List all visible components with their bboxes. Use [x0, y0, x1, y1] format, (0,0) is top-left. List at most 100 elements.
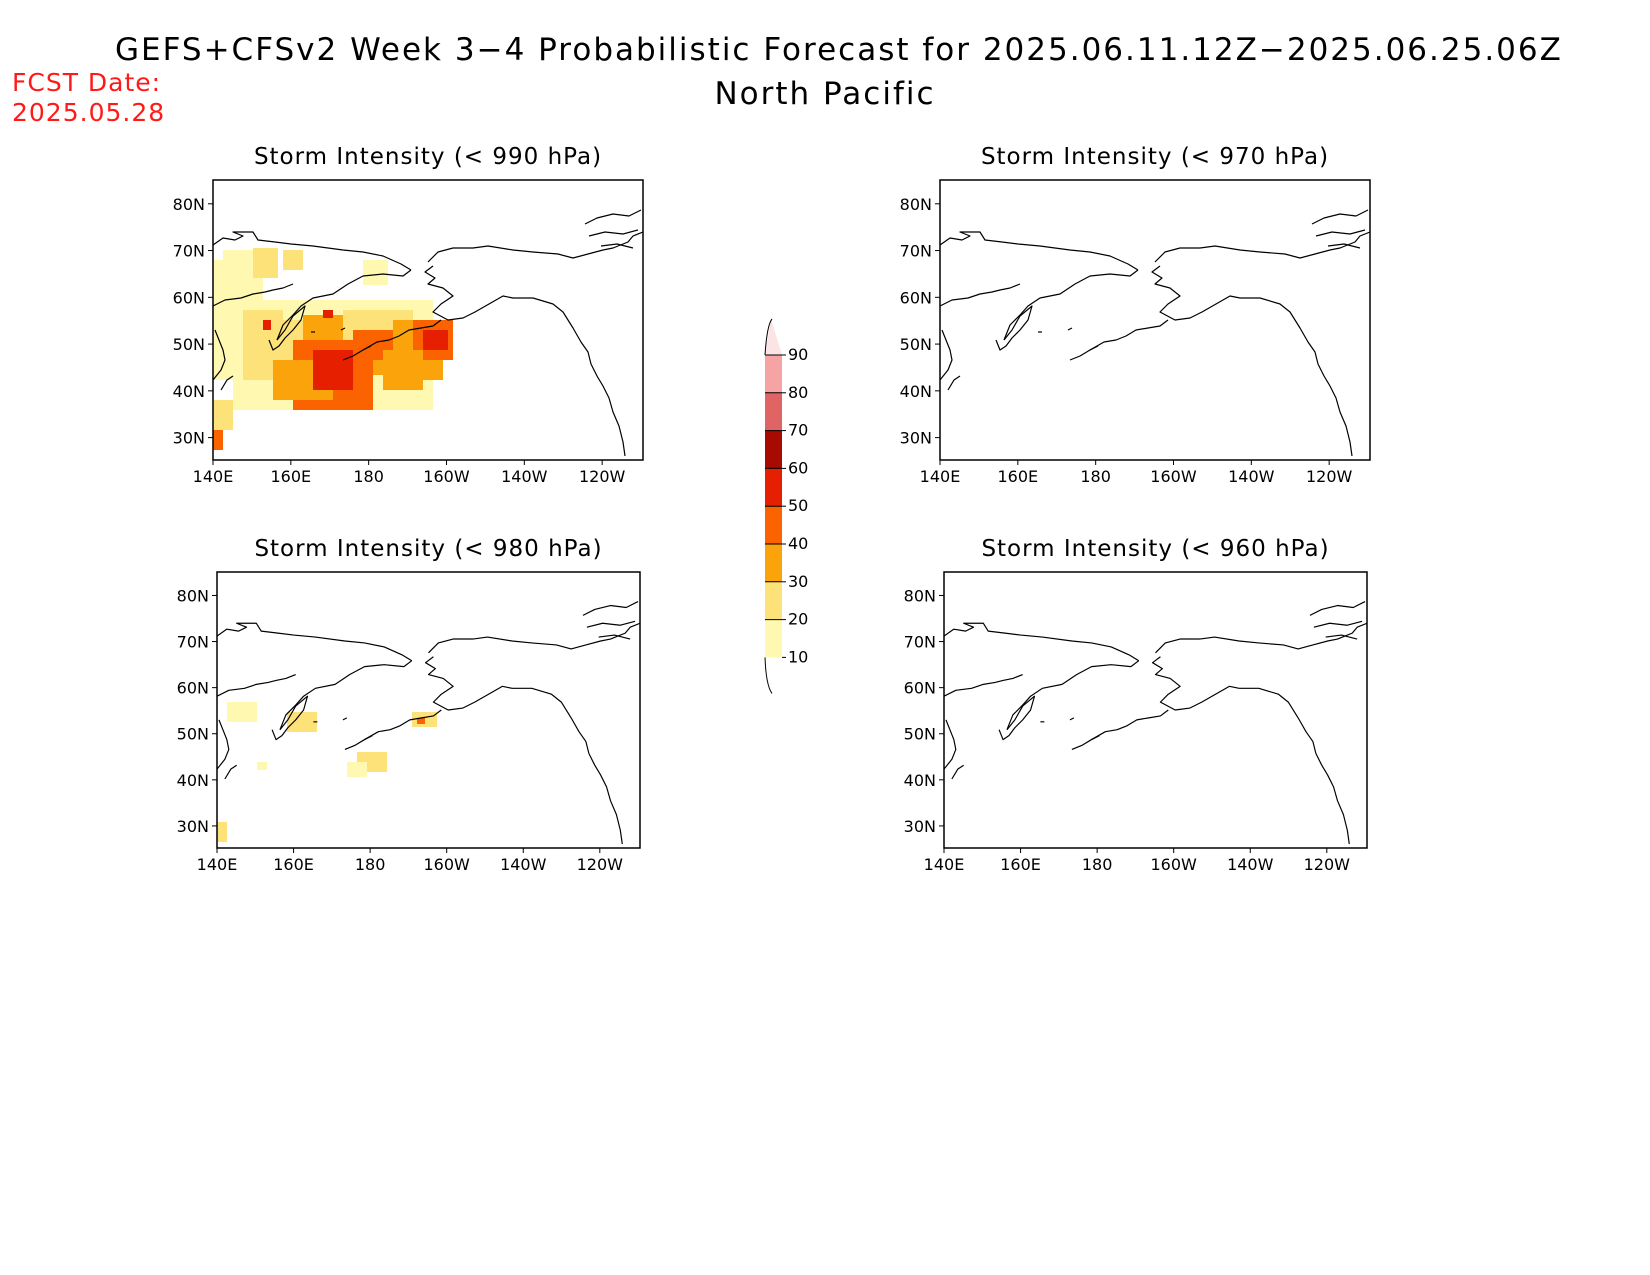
lon-tick-label: 180: [1082, 855, 1113, 874]
lat-tick-label: 40N: [900, 382, 932, 401]
map-frame: [216, 571, 641, 849]
colorbar-label: 20: [788, 610, 808, 629]
colorbar-label: 10: [788, 647, 808, 666]
fcst-date-value: 2025.05.28: [12, 98, 166, 127]
colorbar-swatch: [765, 392, 782, 431]
lon-tick-label: 160W: [1150, 467, 1197, 486]
colorbar-swatch: [765, 355, 782, 393]
lat-tick-label: 70N: [173, 242, 205, 261]
lon-tick-label: 160E: [1000, 855, 1041, 874]
lon-tick-label: 140E: [193, 467, 234, 486]
probability-cell: [323, 310, 333, 318]
colorbar-swatch: [765, 506, 782, 544]
lon-tick-label: 160E: [273, 855, 314, 874]
panel-title: Storm Intensity (< 980 hPa): [254, 536, 602, 562]
map-panel: Storm Intensity (< 980 hPa) 80N 70N 60N 50N 4…: [177, 536, 641, 874]
colorbar-label: 70: [788, 421, 808, 440]
colorbar-swatch: [765, 430, 782, 469]
lat-tick-label: 70N: [177, 633, 209, 652]
colorbar-label: 60: [788, 458, 808, 477]
colorbar-swatch: [765, 581, 782, 620]
colorbar-swatch: [765, 468, 782, 507]
lon-tick-label: 160E: [271, 467, 312, 486]
lat-tick-label: 60N: [904, 679, 936, 698]
lat-tick-label: 30N: [900, 429, 932, 448]
lat-tick-label: 30N: [904, 817, 936, 836]
lat-tick-label: 80N: [900, 195, 932, 214]
lon-tick-label: 140W: [1227, 855, 1274, 874]
lon-tick-label: 160W: [423, 467, 470, 486]
colorbar-top-cap: [765, 319, 782, 355]
map-panel: Storm Intensity (< 960 hPa) 80N 70N 60N 50N 4…: [904, 536, 1368, 874]
probability-cell: [347, 762, 367, 777]
probability-cell: [213, 400, 233, 430]
map-panel: Storm Intensity (< 970 hPa) 80N 70N 60N 50N 4…: [900, 144, 1371, 486]
lat-tick-label: 80N: [173, 195, 205, 214]
probability-cell: [287, 712, 317, 732]
probability-cell: [283, 250, 303, 270]
probability-cell: [217, 822, 227, 842]
colorbar-label: 50: [788, 496, 808, 515]
lat-tick-label: 70N: [904, 633, 936, 652]
probability-cell: [253, 248, 278, 278]
lat-tick-label: 40N: [904, 771, 936, 790]
map-panel: Storm Intensity (< 990 hPa) 80N 70N 60N 50N 4…: [173, 144, 644, 486]
map-frame: [939, 179, 1371, 461]
lon-tick-label: 120W: [1304, 855, 1351, 874]
lon-tick-label: 160W: [424, 855, 471, 874]
lat-tick-label: 80N: [904, 586, 936, 605]
lon-tick-label: 180: [355, 855, 386, 874]
probability-cell: [257, 762, 267, 770]
lon-tick-label: 140W: [500, 855, 547, 874]
probability-cell: [417, 718, 425, 724]
probability-cell: [313, 350, 353, 390]
lon-tick-label: 120W: [1306, 467, 1353, 486]
lon-tick-label: 140W: [1228, 467, 1275, 486]
coastline: [940, 209, 1370, 457]
lat-tick-label: 50N: [904, 725, 936, 744]
probability-cell: [423, 330, 448, 350]
lat-tick-label: 30N: [177, 817, 209, 836]
panel-title: Storm Intensity (< 990 hPa): [254, 144, 602, 170]
lat-tick-label: 40N: [177, 771, 209, 790]
lat-tick-label: 60N: [177, 679, 209, 698]
lat-tick-label: 60N: [173, 288, 205, 307]
lat-tick-label: 50N: [173, 335, 205, 354]
colorbar-swatch: [765, 544, 782, 582]
lon-tick-label: 160W: [1151, 855, 1198, 874]
lat-tick-label: 30N: [173, 429, 205, 448]
lon-tick-label: 140E: [920, 467, 961, 486]
colorbar: 90 80 70 60 50 40 30 20 10: [764, 318, 808, 694]
lat-tick-label: 60N: [900, 288, 932, 307]
colorbar-label: 80: [788, 383, 808, 402]
lat-tick-label: 70N: [900, 242, 932, 261]
probability-cell: [263, 320, 271, 330]
lat-tick-label: 80N: [177, 586, 209, 605]
lon-tick-label: 180: [353, 467, 384, 486]
probability-cell: [363, 260, 388, 285]
lon-tick-label: 160E: [998, 467, 1039, 486]
colorbar-swatch: [765, 619, 782, 658]
lon-tick-label: 120W: [579, 467, 626, 486]
lon-tick-label: 120W: [577, 855, 624, 874]
region-subtitle: North Pacific: [714, 76, 936, 112]
panel-title: Storm Intensity (< 970 hPa): [981, 144, 1329, 170]
lon-tick-label: 140E: [924, 855, 965, 874]
map-frame: [212, 179, 644, 461]
lon-tick-label: 140W: [501, 467, 548, 486]
probability-cell: [383, 350, 423, 390]
lon-tick-label: 140E: [197, 855, 238, 874]
lon-tick-label: 180: [1080, 467, 1111, 486]
probability-cell: [213, 430, 223, 450]
lat-tick-label: 50N: [177, 725, 209, 744]
coastline: [944, 600, 1367, 845]
panel-title: Storm Intensity (< 960 hPa): [981, 536, 1329, 562]
colorbar-label: 40: [788, 534, 808, 553]
lat-tick-label: 40N: [173, 382, 205, 401]
map-frame: [943, 571, 1368, 849]
fcst-date-label: FCST Date:: [12, 68, 162, 97]
lat-tick-label: 50N: [900, 335, 932, 354]
probability-cell: [227, 702, 257, 722]
chart-title: GEFS+CFSv2 Week 3−4 Probabilistic Foreca…: [115, 32, 1563, 68]
